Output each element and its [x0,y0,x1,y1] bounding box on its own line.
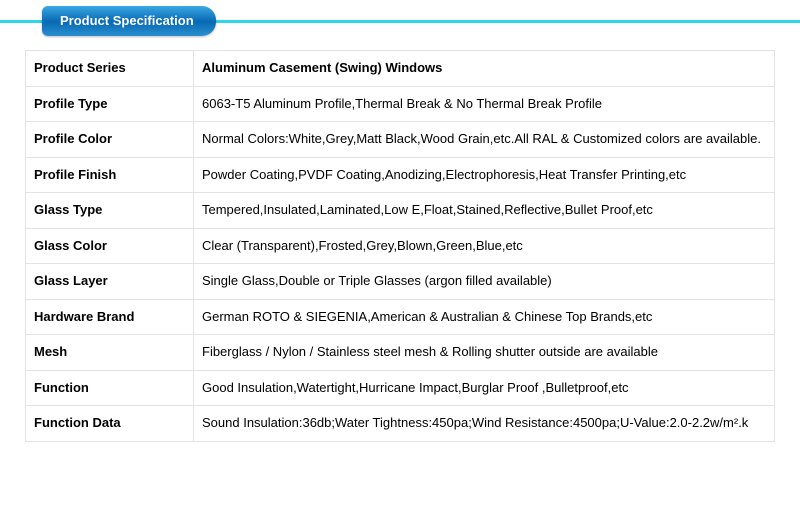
table-row: FunctionGood Insulation,Watertight,Hurri… [26,370,775,406]
spec-label: Product Series [26,51,194,87]
spec-value: Clear (Transparent),Frosted,Grey,Blown,G… [194,228,775,264]
table-row: Glass LayerSingle Glass,Double or Triple… [26,264,775,300]
table-row: Glass ColorClear (Transparent),Frosted,G… [26,228,775,264]
spec-label: Glass Type [26,193,194,229]
spec-label: Profile Color [26,122,194,158]
header-area: Product Specification [0,0,800,44]
spec-value: Single Glass,Double or Triple Glasses (a… [194,264,775,300]
spec-value: Powder Coating,PVDF Coating,Anodizing,El… [194,157,775,193]
spec-table: Product SeriesAluminum Casement (Swing) … [25,50,775,442]
section-tab: Product Specification [42,6,216,36]
table-row: Function DataSound Insulation:36db;Water… [26,406,775,442]
spec-value: Tempered,Insulated,Laminated,Low E,Float… [194,193,775,229]
spec-label: Profile Finish [26,157,194,193]
spec-value: Fiberglass / Nylon / Stainless steel mes… [194,335,775,371]
spec-value: Normal Colors:White,Grey,Matt Black,Wood… [194,122,775,158]
spec-label: Hardware Brand [26,299,194,335]
table-row: MeshFiberglass / Nylon / Stainless steel… [26,335,775,371]
table-row: Glass TypeTempered,Insulated,Laminated,L… [26,193,775,229]
table-row: Profile ColorNormal Colors:White,Grey,Ma… [26,122,775,158]
spec-value: German ROTO & SIEGENIA,American & Austra… [194,299,775,335]
spec-label: Glass Color [26,228,194,264]
spec-value: Good Insulation,Watertight,Hurricane Imp… [194,370,775,406]
spec-table-body: Product SeriesAluminum Casement (Swing) … [26,51,775,442]
spec-value: Aluminum Casement (Swing) Windows [194,51,775,87]
spec-label: Profile Type [26,86,194,122]
table-row: Hardware BrandGerman ROTO & SIEGENIA,Ame… [26,299,775,335]
table-row: Profile Type6063-T5 Aluminum Profile,The… [26,86,775,122]
spec-label: Function [26,370,194,406]
spec-value: Sound Insulation:36db;Water Tightness:45… [194,406,775,442]
table-row: Profile FinishPowder Coating,PVDF Coatin… [26,157,775,193]
spec-label: Glass Layer [26,264,194,300]
spec-value: 6063-T5 Aluminum Profile,Thermal Break &… [194,86,775,122]
spec-label: Function Data [26,406,194,442]
table-row: Product SeriesAluminum Casement (Swing) … [26,51,775,87]
spec-label: Mesh [26,335,194,371]
